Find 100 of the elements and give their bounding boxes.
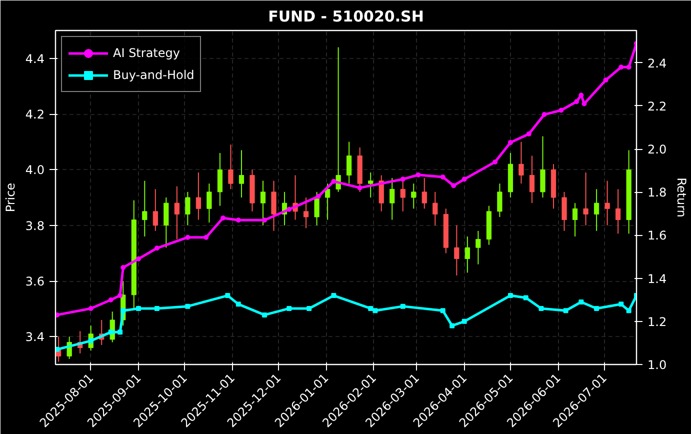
candlestick: [260, 180, 266, 226]
point: [372, 308, 378, 314]
y2-tick-label: 1.8: [648, 186, 667, 200]
point: [526, 131, 532, 136]
y-tick-label: 3.4: [25, 330, 45, 344]
point: [185, 234, 190, 240]
candlestick: [454, 224, 460, 276]
point: [440, 308, 446, 314]
point: [618, 302, 624, 307]
chart-title: FUND - 510020.SH: [268, 8, 424, 26]
candlestick: [325, 183, 330, 220]
y2-tick-label: 1.2: [648, 314, 667, 329]
point: [400, 176, 406, 182]
candlestick: [303, 197, 309, 229]
point: [492, 159, 498, 164]
point: [204, 234, 209, 240]
candlestick: [432, 191, 438, 226]
point: [462, 318, 467, 324]
point: [357, 185, 362, 190]
candlestick: [476, 230, 481, 265]
point: [582, 101, 587, 106]
candlestick: [185, 191, 190, 226]
y2-tick-label: 2.2: [648, 99, 667, 114]
candlestick: [152, 188, 158, 232]
point: [626, 308, 632, 314]
point: [563, 308, 568, 314]
y-tick-label: 4.0: [25, 163, 45, 178]
point: [451, 183, 456, 188]
legend-label: AI Strategy: [113, 46, 180, 60]
candlestick: [529, 155, 535, 204]
candlestick: [174, 186, 180, 240]
candlestick: [378, 174, 384, 212]
y2-tick-label: 1.4: [648, 272, 667, 286]
candlestick: [583, 172, 588, 226]
candlestick: [497, 183, 502, 218]
point: [306, 306, 312, 311]
candlestick: [572, 202, 578, 237]
point: [118, 293, 123, 298]
candlestick: [562, 191, 567, 232]
point: [108, 297, 114, 302]
candlestick: [206, 183, 212, 224]
candlestick: [314, 191, 320, 226]
point: [154, 306, 160, 311]
y2-tick-label: 2.4: [648, 56, 667, 70]
candlestick: [464, 236, 470, 274]
candlestick: [604, 180, 610, 226]
y2-tick-label: 2.0: [648, 142, 667, 157]
point: [185, 304, 190, 309]
candlestick: [390, 178, 395, 220]
y-tick-label: 4.2: [25, 108, 45, 122]
y2-tick-label: 1.0: [648, 358, 667, 372]
point: [578, 300, 584, 305]
candlestick: [217, 152, 223, 206]
candlestick: [411, 183, 416, 210]
point: [416, 172, 421, 178]
candlestick: [540, 136, 546, 198]
point: [262, 218, 268, 223]
point: [120, 265, 126, 270]
point: [368, 306, 374, 311]
point: [618, 64, 624, 70]
candlestick: [271, 180, 276, 232]
candlestick: [422, 178, 427, 210]
y2-tick-label: 1.6: [648, 228, 667, 243]
point: [286, 306, 292, 311]
point: [542, 112, 547, 118]
point: [136, 306, 141, 311]
point: [136, 256, 141, 262]
candlestick: [594, 188, 600, 232]
point: [574, 99, 580, 104]
y2-axis-title: Return: [674, 178, 689, 218]
point: [316, 194, 321, 199]
point: [331, 293, 336, 298]
candlestick: [228, 144, 234, 190]
point: [462, 176, 467, 182]
point: [118, 330, 123, 335]
point: [440, 174, 446, 180]
point: [603, 78, 608, 83]
point: [558, 108, 564, 113]
point: [108, 330, 114, 335]
point: [154, 246, 160, 251]
point: [286, 206, 292, 212]
candlestick: [616, 188, 621, 234]
point: [56, 312, 60, 318]
point: [450, 323, 455, 328]
candlestick: [164, 197, 169, 248]
candlestick: [238, 150, 244, 198]
candlestick: [196, 172, 201, 220]
point: [626, 64, 632, 70]
point: [508, 293, 513, 298]
candlestick: [518, 141, 524, 184]
y-tick-label: 4.4: [25, 52, 45, 66]
point: [120, 308, 126, 314]
candlestick: [368, 172, 374, 198]
point: [225, 293, 230, 298]
point: [400, 304, 406, 309]
point: [236, 302, 241, 307]
point: [236, 218, 241, 223]
candlestick: [142, 180, 148, 237]
point: [538, 306, 544, 311]
point: [594, 306, 600, 311]
